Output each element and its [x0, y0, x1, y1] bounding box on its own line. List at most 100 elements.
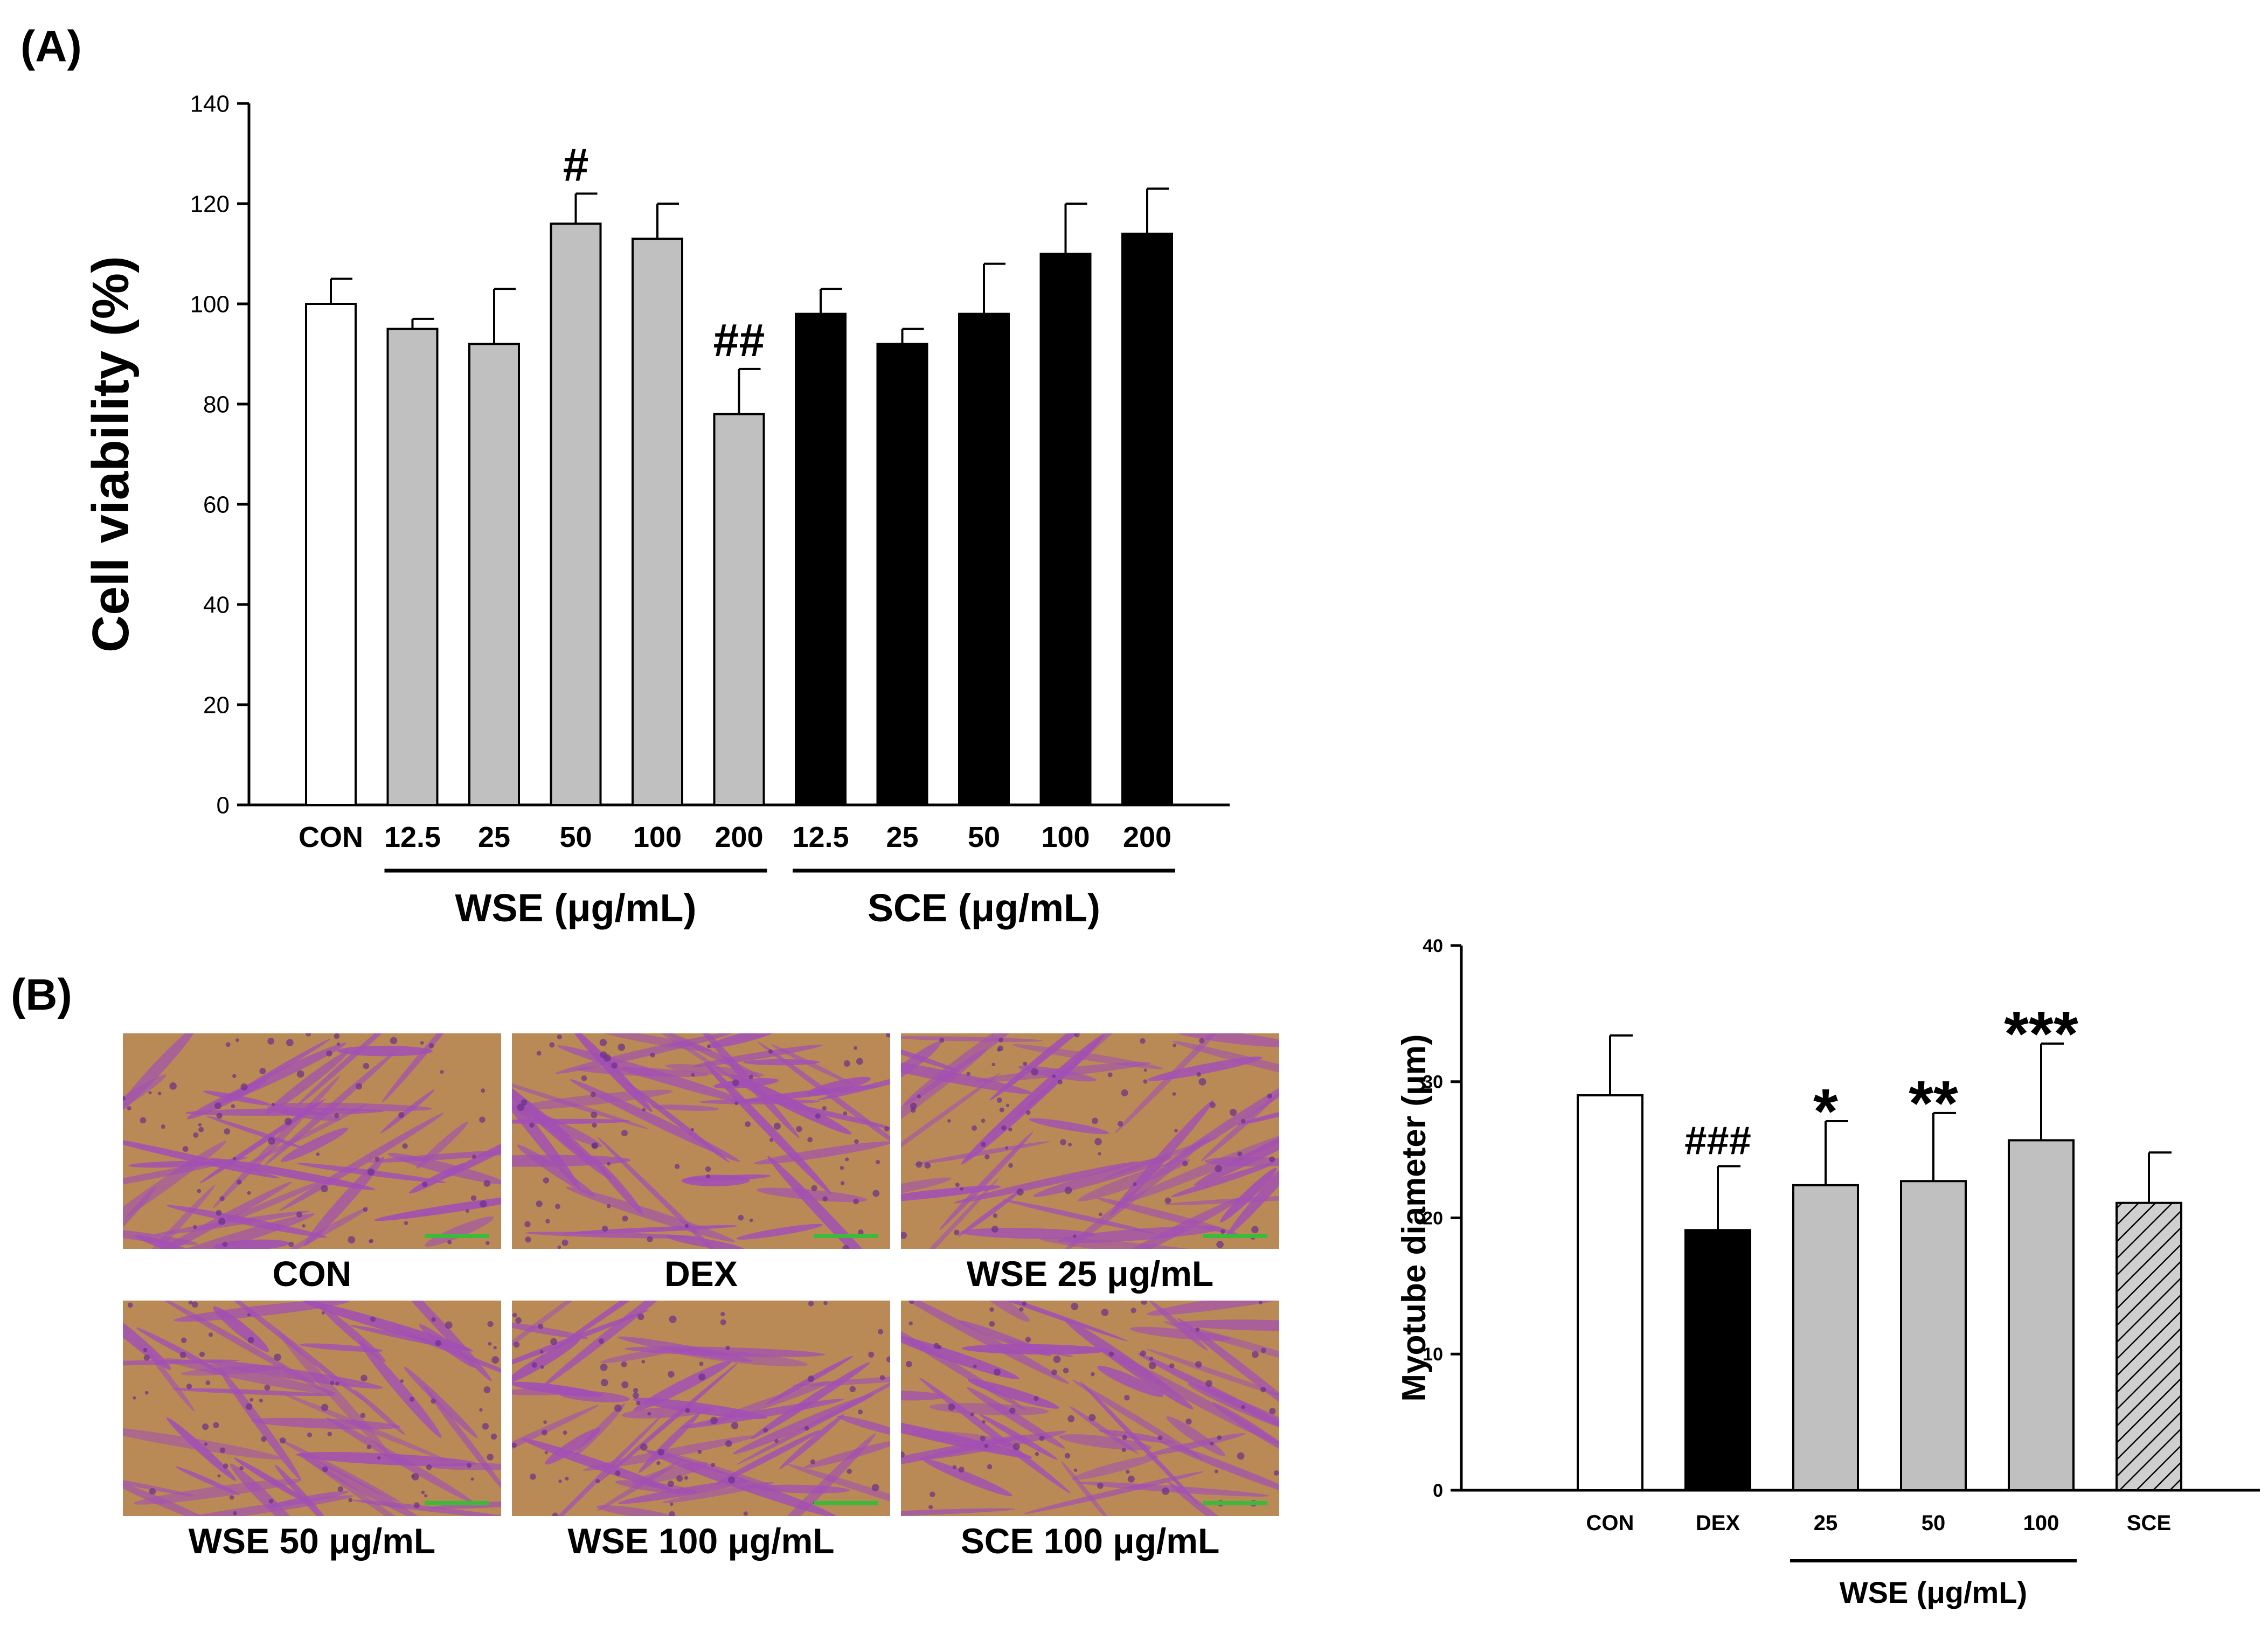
nucleus-dot [1064, 1186, 1072, 1194]
nucleus-dot [542, 1429, 547, 1436]
nucleus-dot [440, 1070, 444, 1074]
nucleus-dot [561, 1239, 568, 1246]
group-label: SCE (μg/mL) [868, 887, 1100, 930]
nucleus-dot [1143, 1068, 1147, 1072]
myotube-shape [663, 1451, 786, 1491]
nucleus-dot [1016, 1188, 1024, 1196]
nucleus-dot [1237, 1452, 1245, 1460]
bar [305, 303, 357, 806]
nucleus-dot [1173, 1044, 1176, 1047]
nucleus-dot [521, 1099, 528, 1106]
nucleus-dot [1140, 1350, 1146, 1357]
nucleus-dot [554, 1204, 560, 1210]
nucleus-dot [140, 1117, 147, 1124]
nucleus-dot [1251, 1351, 1259, 1358]
nucleus-dot [426, 1464, 432, 1470]
micrograph-wse-50 [123, 1301, 501, 1516]
myotube-shape [593, 1157, 643, 1215]
myotube-shape [816, 1065, 890, 1101]
myotube-shape [1201, 1092, 1279, 1162]
nucleus-dot [972, 1125, 977, 1131]
myotube-shape [592, 1033, 712, 1052]
nucleus-dot [984, 1154, 990, 1159]
myotube-shape [214, 1179, 326, 1227]
nucleus-dot [337, 1486, 343, 1492]
y-tick-label: 80 [203, 391, 230, 418]
nucleus-dot [1005, 1146, 1009, 1150]
myotube-shape [1220, 1168, 1277, 1223]
nucleus-dot [322, 1466, 328, 1472]
myotube-shape [239, 1104, 367, 1169]
y-tick-label: 30 [1423, 1072, 1443, 1093]
nucleus-dot [431, 1317, 436, 1322]
nucleus-dot [720, 1319, 726, 1325]
myotube-shape [265, 1050, 350, 1115]
nucleus-dot [807, 1137, 813, 1143]
nucleus-dot [214, 1102, 221, 1109]
nucleus-dot [1091, 1372, 1095, 1377]
nucleus-dot [549, 1042, 555, 1048]
nucleus-dot [745, 1121, 751, 1128]
nucleus-dot [274, 1353, 281, 1361]
myotube-shape [739, 1433, 876, 1516]
nucleus-dot [1251, 1226, 1259, 1234]
nucleus-dot [157, 1092, 162, 1095]
nucleus-dot [1057, 1079, 1063, 1085]
myotube-shape [1012, 1044, 1163, 1069]
myotube-shape [699, 1099, 820, 1104]
nucleus-dot [710, 1416, 718, 1424]
nucleus-dot [219, 1196, 225, 1201]
nucleus-dot [1092, 1117, 1098, 1124]
nucleus-dot [621, 1381, 629, 1388]
myotube-shape [556, 1033, 734, 1074]
nucleus-dot [691, 1073, 695, 1077]
nucleus-dot [398, 1111, 405, 1118]
nucleus-dot [144, 1391, 149, 1395]
myotube-shape [1168, 1482, 1248, 1516]
nucleus-dot [1216, 1241, 1224, 1248]
nucleus-dot [413, 1502, 420, 1509]
y-axis-label: Myotube diameter (μm) [1396, 1034, 1433, 1401]
nucleus-dot [334, 1113, 339, 1118]
scale-bar [814, 1234, 878, 1238]
nucleus-dot [1071, 1303, 1079, 1310]
significance-annotation: *** [2004, 998, 2078, 1069]
micrograph-caption: CON [272, 1254, 352, 1294]
nucleus-dot [390, 1037, 398, 1045]
bar [1684, 1229, 1751, 1491]
nucleus-dot [285, 1117, 292, 1125]
nucleus-dot [1073, 1234, 1077, 1238]
y-tick-label: 140 [190, 91, 230, 117]
myotube-shape [213, 1306, 269, 1352]
category-label: 50 [968, 821, 1000, 853]
y-tick-label: 100 [190, 291, 230, 317]
myotube-shape [1072, 1379, 1203, 1460]
nucleus-dot [1012, 1443, 1020, 1450]
y-tick-label: 10 [1423, 1344, 1443, 1365]
nucleus-dot [1141, 1301, 1148, 1305]
nucleus-dot [400, 1379, 404, 1383]
nucleus-dot [840, 1181, 845, 1185]
nucleus-dot [970, 1412, 974, 1416]
nucleus-dot [847, 1469, 852, 1474]
nucleus-dot [447, 1240, 452, 1245]
micrograph-caption: WSE 50 μg/mL [188, 1521, 436, 1561]
nucleus-dot [193, 1132, 199, 1138]
nucleus-dot [264, 1385, 271, 1391]
bar [795, 312, 847, 806]
myotube-shape [145, 1348, 195, 1412]
myotube-shape [779, 1414, 845, 1469]
nucleus-dot [684, 1476, 688, 1480]
nucleus-dot [933, 1343, 940, 1349]
nucleus-dot [633, 1392, 639, 1399]
myotube-shape [512, 1301, 608, 1388]
nucleus-dot [669, 1511, 675, 1516]
nucleus-dot [1026, 1110, 1031, 1115]
nucleus-dot [538, 1323, 544, 1329]
nucleus-dot [879, 1375, 885, 1380]
nucleus-dot [420, 1041, 424, 1045]
nucleus-dot [622, 1215, 628, 1222]
nucleus-dot [525, 1236, 531, 1243]
significance-annotation: ### [1684, 1118, 1751, 1163]
nucleus-dot [840, 1165, 844, 1170]
